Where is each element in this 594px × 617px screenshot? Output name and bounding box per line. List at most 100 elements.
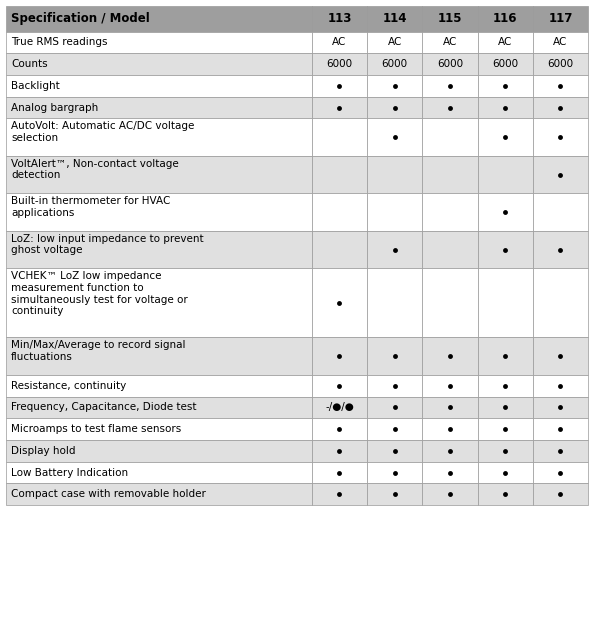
Bar: [312, 337, 367, 375]
Bar: [422, 156, 478, 193]
Bar: [312, 193, 367, 231]
Bar: [422, 118, 478, 156]
Bar: [422, 75, 478, 97]
Bar: [533, 53, 588, 75]
Text: True RMS readings: True RMS readings: [11, 38, 108, 48]
Text: Low Battery Indication: Low Battery Indication: [11, 468, 128, 478]
Text: 113: 113: [327, 12, 352, 25]
Bar: [533, 462, 588, 484]
Text: 114: 114: [383, 12, 407, 25]
Bar: [367, 337, 422, 375]
Bar: [6, 6, 312, 31]
Bar: [478, 337, 533, 375]
Bar: [422, 231, 478, 268]
Bar: [478, 462, 533, 484]
Bar: [533, 397, 588, 418]
Text: Microamps to test flame sensors: Microamps to test flame sensors: [11, 424, 181, 434]
Text: Backlight: Backlight: [11, 81, 59, 91]
Bar: [422, 462, 478, 484]
Bar: [367, 118, 422, 156]
Bar: [367, 231, 422, 268]
Bar: [367, 53, 422, 75]
Bar: [422, 193, 478, 231]
Text: 115: 115: [438, 12, 462, 25]
Bar: [533, 75, 588, 97]
Text: 6000: 6000: [547, 59, 573, 69]
Bar: [6, 118, 312, 156]
Bar: [6, 231, 312, 268]
Bar: [6, 375, 312, 397]
Text: 6000: 6000: [381, 59, 407, 69]
Bar: [478, 440, 533, 462]
Bar: [478, 75, 533, 97]
Bar: [422, 268, 478, 337]
Bar: [312, 484, 367, 505]
Bar: [367, 268, 422, 337]
Bar: [422, 53, 478, 75]
Text: Counts: Counts: [11, 59, 48, 69]
Bar: [533, 97, 588, 118]
Bar: [422, 97, 478, 118]
Bar: [478, 193, 533, 231]
Bar: [367, 193, 422, 231]
Text: AC: AC: [387, 38, 402, 48]
Text: AutoVolt: Automatic AC/DC voltage
selection: AutoVolt: Automatic AC/DC voltage select…: [11, 122, 194, 143]
Bar: [312, 231, 367, 268]
Text: 6000: 6000: [326, 59, 352, 69]
Bar: [6, 337, 312, 375]
Bar: [422, 418, 478, 440]
Bar: [422, 6, 478, 31]
Bar: [422, 375, 478, 397]
Text: Display hold: Display hold: [11, 446, 75, 456]
Bar: [533, 375, 588, 397]
Text: Built-in thermometer for HVAC
applications: Built-in thermometer for HVAC applicatio…: [11, 196, 170, 218]
Bar: [533, 484, 588, 505]
Bar: [422, 440, 478, 462]
Text: AC: AC: [443, 38, 457, 48]
Text: Specification / Model: Specification / Model: [11, 12, 150, 25]
Bar: [478, 6, 533, 31]
Text: 6000: 6000: [492, 59, 518, 69]
Text: AC: AC: [332, 38, 347, 48]
Text: Resistance, continuity: Resistance, continuity: [11, 381, 126, 391]
Bar: [367, 440, 422, 462]
Text: AC: AC: [553, 38, 568, 48]
Bar: [312, 397, 367, 418]
Bar: [367, 397, 422, 418]
Bar: [312, 268, 367, 337]
Bar: [6, 75, 312, 97]
Bar: [478, 53, 533, 75]
Bar: [312, 31, 367, 53]
Bar: [478, 97, 533, 118]
Bar: [6, 268, 312, 337]
Bar: [6, 462, 312, 484]
Bar: [312, 75, 367, 97]
Bar: [533, 337, 588, 375]
Text: 117: 117: [548, 12, 573, 25]
Bar: [367, 484, 422, 505]
Text: VoltAlert™, Non-contact voltage
detection: VoltAlert™, Non-contact voltage detectio…: [11, 159, 179, 181]
Bar: [422, 337, 478, 375]
Bar: [422, 397, 478, 418]
Bar: [478, 397, 533, 418]
Bar: [6, 397, 312, 418]
Bar: [478, 375, 533, 397]
Bar: [312, 440, 367, 462]
Text: 116: 116: [493, 12, 517, 25]
Bar: [478, 484, 533, 505]
Bar: [312, 97, 367, 118]
Bar: [6, 440, 312, 462]
Bar: [312, 462, 367, 484]
Bar: [312, 53, 367, 75]
Bar: [6, 418, 312, 440]
Bar: [533, 156, 588, 193]
Bar: [312, 6, 367, 31]
Bar: [312, 156, 367, 193]
Text: 6000: 6000: [437, 59, 463, 69]
Bar: [6, 193, 312, 231]
Text: LoZ: low input impedance to prevent
ghost voltage: LoZ: low input impedance to prevent ghos…: [11, 234, 204, 255]
Bar: [367, 6, 422, 31]
Bar: [6, 31, 312, 53]
Text: AC: AC: [498, 38, 513, 48]
Bar: [312, 375, 367, 397]
